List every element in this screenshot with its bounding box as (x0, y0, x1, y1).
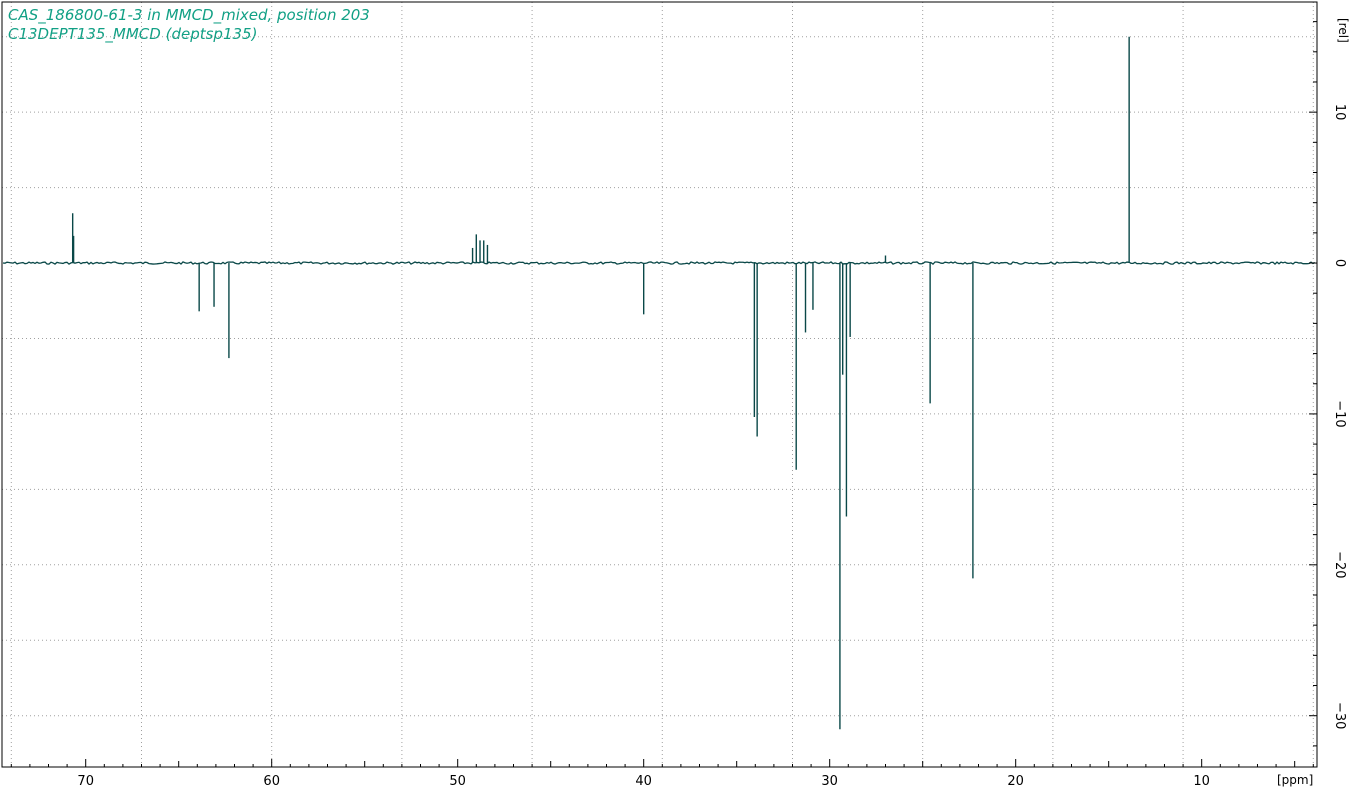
x-tick-label: 50 (449, 774, 466, 789)
x-tick-label: 10 (1193, 774, 1210, 789)
x-tick-label: 60 (263, 774, 280, 789)
y-tick-label: −20 (1332, 551, 1347, 578)
x-tick-label: 30 (821, 774, 838, 789)
x-tick-label: 20 (1007, 774, 1024, 789)
plot-frame (1, 1, 1318, 768)
baseline-trace (2, 261, 1316, 266)
grid-lines (2, 2, 1317, 767)
y-tick-label: −30 (1332, 702, 1347, 729)
y-tick-label: 0 (1332, 259, 1347, 267)
y-axis-unit-label: [rel] (1336, 18, 1349, 43)
x-tick-label: 70 (77, 774, 94, 789)
y-tick-label: −10 (1332, 400, 1347, 427)
spectrum-trace (2, 36, 1316, 730)
x-tick-label: 40 (635, 774, 652, 789)
axes: 70 60 50 40 30 20 10 10 0 −10 −20 −30 (10, 21, 1347, 789)
chart-title-line-2: C13DEPT135_MMCD (deptsp135) (8, 25, 258, 43)
chart-title-line-1: CAS_186800-61-3 in MMCD_mixed, position … (8, 6, 370, 24)
y-tick-label: 10 (1332, 104, 1347, 121)
x-axis-unit-label: [ppm] (1277, 773, 1313, 787)
